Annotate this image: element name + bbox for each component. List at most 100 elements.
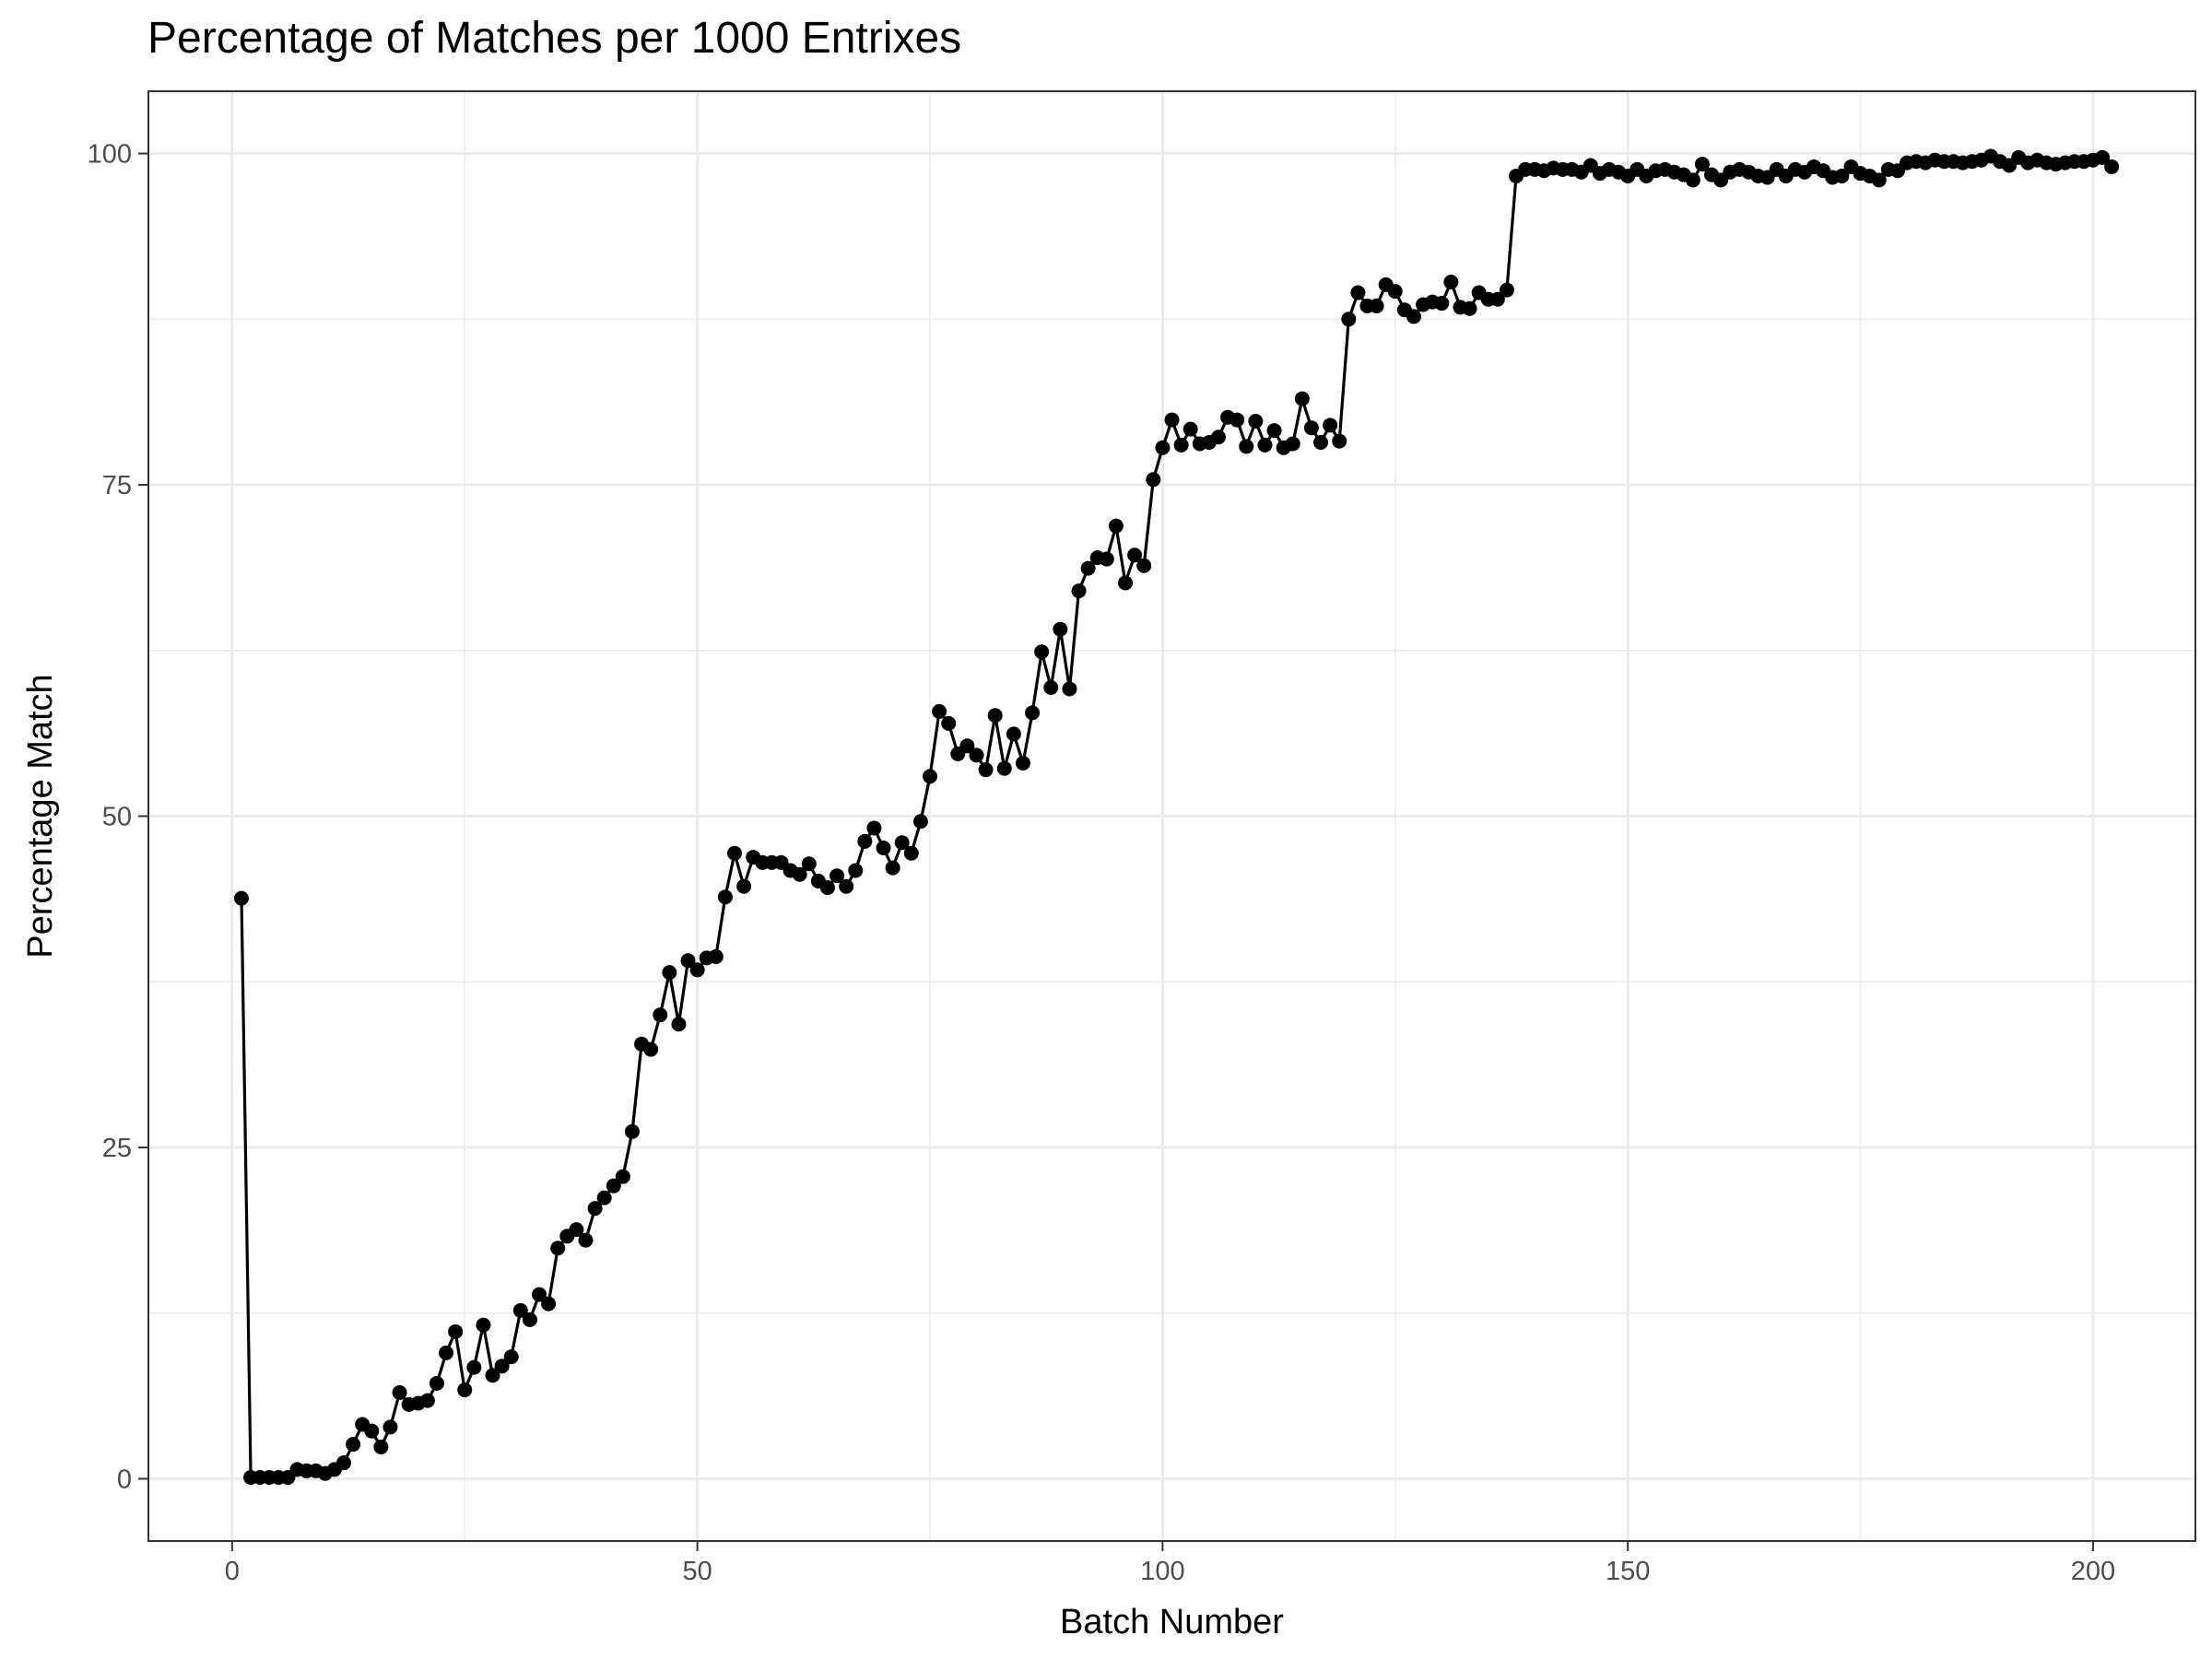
data-point [336,1455,352,1471]
data-point [839,878,854,894]
x-tick-label: 50 [682,1557,712,1586]
data-point [969,747,984,763]
data-point [1099,551,1114,567]
data-point [1006,726,1021,742]
data-point [485,1368,500,1383]
data-point [578,1232,594,1248]
data-point [1834,169,1850,184]
data-point [932,703,947,719]
data-point [1210,429,1226,445]
data-point [736,878,752,894]
data-point [1239,439,1254,454]
data-point [1025,705,1041,721]
data-point [1062,681,1077,697]
data-point [894,835,910,851]
data-point [1332,433,1347,449]
x-axis-title: Batch Number [1060,1603,1284,1641]
data-point [643,1041,659,1057]
data-point [392,1384,407,1400]
data-point [550,1241,566,1256]
data-point [569,1222,584,1238]
grid [148,91,2195,1541]
data-point [830,868,845,884]
data-point [1323,418,1338,433]
data-point [792,866,807,882]
y-tick-label: 0 [117,1465,132,1494]
data-point [1871,172,1887,188]
data-point [1285,436,1300,452]
data-point [1387,284,1403,300]
data-point [857,833,873,849]
data-point [727,845,743,861]
data-point [457,1382,473,1398]
data-point [1350,285,1366,300]
data-point [996,760,1012,776]
data-point [987,708,1003,724]
data-point [801,856,817,872]
data-point [1230,412,1245,428]
axes: 0 50 100 150 200 0 25 50 75 100 [88,140,2116,1586]
data-point [606,1178,621,1194]
data-point [476,1317,491,1333]
data-point [653,1007,668,1023]
data-point [1313,435,1329,451]
data-point [1489,291,1505,307]
data-point [689,962,705,978]
series-percentage-match [233,148,2120,1485]
data-point [1136,558,1152,573]
data-point [717,889,733,905]
x-tick-label: 0 [225,1557,240,1586]
data-point [1173,437,1189,453]
data-point [615,1169,630,1184]
data-point [941,715,957,731]
data-point [1108,518,1124,534]
data-point [439,1345,454,1360]
data-point [1443,275,1459,290]
data-point [1034,644,1050,660]
data-point [2104,159,2120,174]
chart-title: Percentage of Matches per 1000 Entrixes [147,14,962,63]
data-point [364,1423,380,1439]
y-tick-label: 75 [102,471,132,500]
data-point [1015,755,1030,771]
x-tick-label: 200 [2071,1557,2115,1586]
data-point [680,953,696,969]
data-point [419,1393,435,1408]
data-point [532,1287,547,1302]
data-point [662,965,677,981]
data-point [978,762,994,778]
x-tick-label: 150 [1606,1557,1650,1586]
data-point [596,1190,612,1206]
data-point [1146,472,1161,488]
data-point [382,1419,398,1435]
data-point [448,1324,464,1339]
data-point [1071,583,1087,599]
data-point [848,863,864,878]
data-point [1257,437,1273,453]
data-point [512,1302,528,1318]
data-point [1080,560,1096,576]
data-point [494,1359,510,1374]
data-point [923,769,938,784]
data-point [903,845,919,861]
data-point [708,948,724,964]
data-point [466,1359,482,1375]
data-point [503,1349,519,1365]
data-point [522,1312,537,1327]
data-point [876,841,891,856]
y-tick-label: 25 [102,1134,132,1163]
data-point [1248,414,1264,429]
data-point [373,1439,389,1454]
data-point [1369,298,1384,313]
data-point [1685,172,1700,188]
data-point [1341,312,1357,327]
data-point [1127,547,1143,563]
data-point [1434,296,1450,312]
data-point [587,1201,603,1217]
data-point [1266,423,1282,439]
data-point [1118,575,1134,591]
data-point [624,1124,640,1139]
data-point [1182,421,1198,437]
data-point [1164,412,1180,428]
data-point [233,890,249,906]
